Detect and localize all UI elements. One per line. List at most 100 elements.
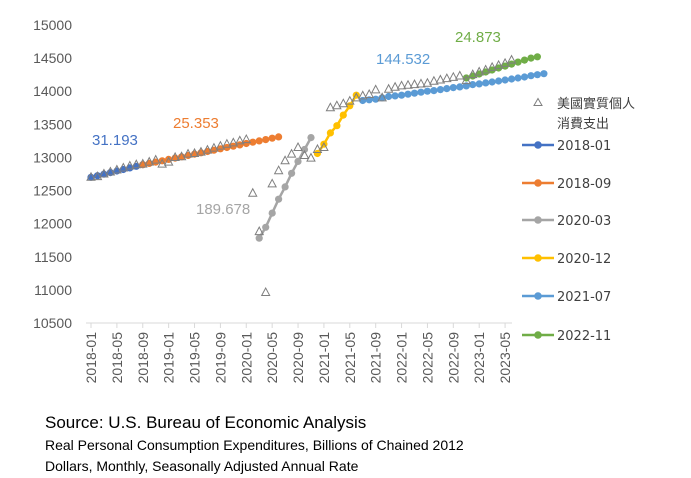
series-point-2018-01-2018-07: [126, 164, 134, 172]
observed-point-2021-10: [377, 92, 387, 102]
series-point-2018-09-2019-12: [236, 141, 244, 149]
slope-label-2022-11: 24.873: [455, 29, 501, 46]
x-axis: 2018-01 2018-05 2018-09 2019-01 2019-05 2019-…: [83, 322, 513, 384]
series-point-2020-03-2020-04: [262, 223, 270, 231]
slope-label-2020-03: 189.678: [196, 201, 250, 218]
series-point-2020-03-2020-05: [268, 209, 276, 217]
series-point-2021-07-2023-09: [527, 72, 535, 80]
observed-point-2020-02: [247, 187, 258, 197]
legend-dot-2020-03: [534, 216, 542, 224]
observed-point-2018-07: [124, 160, 135, 170]
observed-point-2023-01: [474, 66, 485, 76]
slope-label-2018-01: 31.193: [92, 132, 138, 149]
series-point-2021-07-2023-07: [514, 74, 522, 82]
x-tick-label: 2018-01: [83, 332, 99, 384]
observed-point-2020-06: [273, 165, 284, 175]
series-point-2021-07-2022-12: [469, 81, 477, 89]
observed-point-2023-06: [506, 54, 517, 64]
observed-point-2022-09: [448, 71, 459, 81]
legend-dot-2021-07: [534, 292, 542, 300]
observed-point-2022-08: [442, 73, 452, 83]
observed-point-2020-12: [312, 143, 323, 153]
legend-label-observed-line1: 美國實質個人: [557, 96, 635, 112]
series-point-2020-03-2020-08: [288, 169, 296, 177]
series-point-2021-07-2021-11: [385, 92, 393, 101]
description-line-1: Real Personal Consumption Expenditures, …: [45, 437, 464, 453]
series-point-2021-07-2022-07: [436, 86, 444, 94]
series-point-2020-03-2020-03: [255, 234, 263, 242]
legend-label-2018-01: 2018-01: [557, 139, 611, 154]
series-point-2021-07-2023-02: [482, 79, 490, 87]
y-tick-label: 12000: [33, 216, 72, 232]
slope-label-2018-09: 25.353: [173, 115, 219, 132]
observed-point-2018-11: [150, 154, 161, 164]
series-point-2020-12-2021-04: [339, 111, 347, 119]
source-line: Source: U.S. Bureau of Economic Analysis: [45, 413, 367, 432]
series-point-2021-07-2022-03: [410, 89, 419, 97]
observed-point-2021-07: [357, 90, 368, 100]
observed-point-2020-09: [293, 141, 303, 152]
observed-point-2018-03: [99, 168, 109, 178]
series-point-2021-07-2021-09: [372, 95, 380, 103]
observed-point-2022-07: [435, 74, 446, 84]
y-tick-label: 14000: [33, 83, 72, 99]
x-tick-label: 2019-09: [212, 332, 228, 384]
legend-label-2020-12: 2020-12: [557, 252, 611, 267]
series-2021-07: [359, 70, 548, 105]
y-tick-label: 12500: [33, 183, 72, 199]
series-point-2018-09-2018-11: [152, 158, 160, 166]
legend-dot-2018-09: [534, 179, 542, 187]
legend-marker-observed: [533, 97, 543, 106]
x-tick-label: 2018-05: [109, 332, 125, 384]
series-point-2022-11-2023-09: [527, 54, 535, 62]
x-tick-label: 2019-01: [161, 332, 177, 384]
observed-point-2018-06: [118, 162, 129, 172]
observed-point-2023-05: [500, 57, 510, 67]
series-point-2020-12-2020-12: [313, 149, 321, 158]
observed-point-2021-08: [364, 88, 375, 99]
x-tick-label: 2020-01: [238, 332, 254, 384]
legend-dot-2020-12: [534, 254, 542, 262]
observed-layer: [86, 54, 517, 297]
observed-point-2019-05: [189, 147, 200, 157]
observed-point-2019-09: [215, 140, 226, 150]
observed-point-2019-07: [202, 144, 213, 154]
observed-point-2021-02: [325, 102, 336, 112]
slope-label-2021-07: 144.532: [376, 51, 430, 68]
observed-point-2022-12: [467, 69, 478, 79]
series-point-2018-09-2020-02: [249, 138, 257, 146]
y-tick-label: 13000: [33, 149, 72, 165]
series-point-2018-09-2020-06: [275, 133, 283, 141]
x-tick-label: 2021-05: [342, 332, 358, 384]
observed-point-2020-01: [241, 134, 252, 144]
series-point-2018-09-2020-04: [262, 136, 270, 144]
y-tick-label: 14500: [33, 50, 72, 66]
x-tick-label: 2020-05: [264, 332, 280, 384]
y-tick-label: 13500: [33, 116, 72, 132]
series-point-2020-12-2021-02: [326, 129, 334, 137]
observed-point-2019-03: [176, 151, 187, 161]
series-point-2021-07-2023-04: [495, 77, 503, 85]
x-tick-label: 2022-05: [419, 332, 435, 384]
observed-point-2022-02: [403, 79, 413, 89]
observed-point-2019-12: [234, 135, 245, 145]
observed-point-2018-02: [92, 171, 103, 181]
observed-point-2018-05: [112, 164, 122, 174]
slope-labels: 31.193 25.353 189.678 144.532 24.873: [92, 29, 501, 218]
series-point-2018-09-2020-01: [242, 139, 250, 148]
series-point-2018-09-2020-05: [268, 134, 276, 142]
series-point-2021-07-2023-08: [520, 73, 529, 81]
legend-label-2020-03: 2020-03: [557, 214, 611, 229]
observed-point-2021-06: [351, 92, 362, 102]
legend-label-2022-11: 2022-11: [557, 329, 611, 344]
observed-point-2021-03: [332, 100, 342, 110]
observed-point-2018-10: [144, 156, 155, 166]
series-point-2021-07-2022-06: [430, 87, 438, 95]
series-point-2018-09-2019-08: [210, 146, 218, 154]
series-point-2021-07-2022-10: [456, 83, 464, 91]
observed-point-2019-10: [222, 138, 232, 148]
observed-point-2021-01: [319, 141, 329, 152]
series-point-2021-07-2022-08: [443, 85, 451, 93]
